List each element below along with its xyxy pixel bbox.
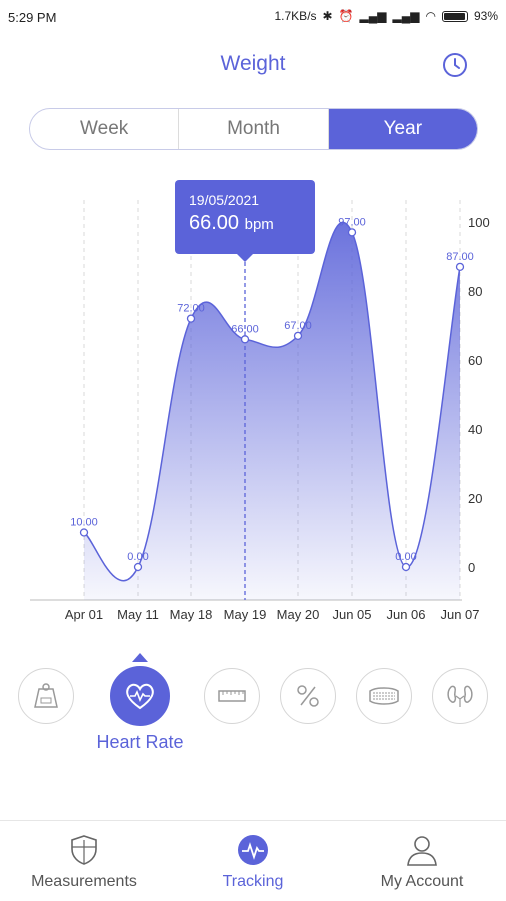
data-point (186, 314, 196, 323)
x-tick-label: May 18 (170, 607, 213, 622)
alarm-icon: ⏰ (338, 9, 354, 23)
nav-label-my-account: My Account (380, 873, 464, 890)
shield-icon (71, 835, 97, 865)
nav-measurements[interactable]: Measurements (0, 821, 168, 901)
active-metric-label: Heart Rate (96, 732, 184, 752)
page-title: Weight (220, 52, 286, 75)
tooltip-value-row: 66.00 bpm (189, 212, 301, 235)
x-tick-label: Jun 05 (332, 607, 371, 622)
data-label: 0.00 (127, 551, 148, 563)
pulse-icon (238, 835, 268, 865)
tab-month[interactable]: Month (179, 109, 329, 149)
data-point (240, 335, 250, 344)
signal-icon-2: ▂▄▆ (392, 9, 420, 23)
tooltip-unit: bpm (244, 216, 274, 233)
tab-year[interactable]: Year (328, 109, 477, 149)
status-time: 5:29 PM (8, 10, 57, 25)
data-label: 66.00 (231, 323, 259, 335)
chart-labels: 10.00 0.00 72.00 66.00 67.00 97.00 0.00 87.00 Ap… (65, 215, 490, 622)
data-label: 87.00 (446, 251, 474, 263)
kidney-icon (447, 685, 473, 707)
scale-icon (34, 683, 58, 708)
data-point (133, 562, 143, 572)
y-tick-label: 40 (468, 422, 482, 437)
data-point (455, 262, 465, 272)
percent-icon (297, 685, 319, 707)
data-point (347, 228, 357, 237)
clock-icon[interactable] (442, 52, 468, 78)
person-icon (407, 836, 437, 866)
net-speed: 1.7KB/s (274, 9, 317, 23)
battery-percent: 93% (473, 9, 498, 23)
data-label: 0.00 (395, 551, 416, 563)
data-label: 72.00 (177, 303, 205, 315)
metric-selector: Heart Rate (0, 650, 506, 760)
battery-icon (441, 10, 468, 22)
x-tick-label: Jun 07 (440, 607, 479, 622)
header: Weight (0, 40, 506, 90)
wifi-icon: ◠ (425, 9, 436, 23)
tooltip-date: 19/05/2021 (189, 192, 260, 208)
metric-heart-rate[interactable] (110, 666, 170, 726)
data-point (401, 562, 411, 572)
nav-my-account[interactable]: My Account (338, 821, 506, 901)
data-point (79, 528, 89, 537)
y-tick-label: 80 (468, 284, 482, 299)
y-tick-label: 100 (468, 215, 490, 230)
data-point (293, 331, 303, 341)
x-tick-label: May 20 (277, 607, 320, 622)
heart-rate-chart[interactable]: 10.00 0.00 72.00 66.00 67.00 97.00 0.00 87.00 Ap… (0, 165, 506, 635)
tooltip-value: 66.00 (189, 212, 240, 234)
metric-body-fat[interactable] (280, 668, 336, 724)
y-tick-label: 0 (468, 560, 475, 575)
nav-label-measurements: Measurements (31, 873, 137, 890)
x-tick-label: Jun 06 (386, 607, 425, 622)
metric-muscle[interactable] (356, 668, 412, 724)
bluetooth-icon: ✱ (322, 9, 333, 23)
period-tabs: Week Month Year (29, 108, 478, 150)
chart-marks (79, 228, 465, 600)
metric-length[interactable] (204, 668, 260, 724)
x-tick-label: Apr 01 (65, 607, 103, 622)
y-tick-label: 60 (468, 353, 482, 368)
tab-week[interactable]: Week (30, 109, 180, 149)
chart-area (84, 222, 460, 600)
status-right: 1.7KB/s ✱ ⏰ ▂▄▆ ▂▄▆ ◠ 93% (275, 9, 499, 23)
ruler-icon (218, 690, 246, 702)
active-pointer (132, 653, 148, 662)
bottom-nav: Measurements Tracking My Account (0, 820, 506, 901)
chart-tooltip: 19/05/2021 66.00 bpm (175, 180, 315, 262)
data-label: 10.00 (70, 517, 98, 529)
data-label: 97.00 (338, 216, 366, 228)
heart-rate-icon (126, 683, 154, 710)
nav-tracking[interactable]: Tracking (169, 821, 337, 901)
x-tick-label: May 19 (224, 607, 267, 622)
muscle-icon (369, 687, 399, 705)
y-tick-label: 20 (468, 491, 482, 506)
metric-weight[interactable] (18, 668, 74, 724)
status-bar: 5:29 PM 1.7KB/s ✱ ⏰ ▂▄▆ ▂▄▆ ◠ 93% (0, 0, 506, 34)
data-label: 67.00 (284, 320, 312, 332)
metric-kidney[interactable] (432, 668, 488, 724)
signal-icon: ▂▄▆ (359, 9, 387, 23)
nav-label-tracking: Tracking (222, 873, 284, 890)
x-tick-label: May 11 (117, 607, 159, 622)
